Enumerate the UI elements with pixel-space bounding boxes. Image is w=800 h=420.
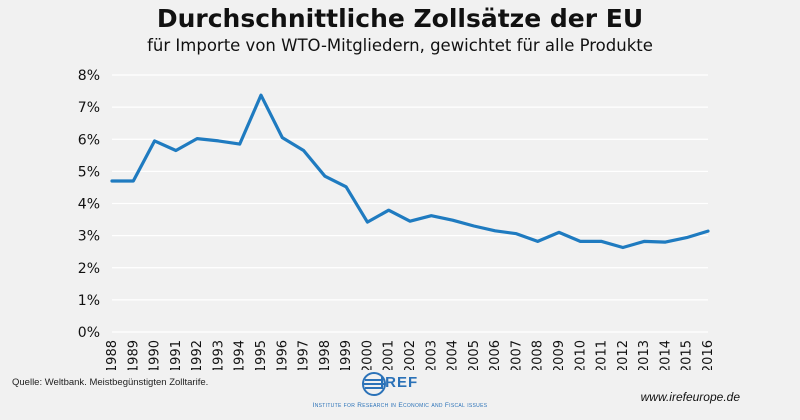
x-tick-label: 2004 [446, 340, 461, 370]
x-tick-label: 2014 [658, 340, 673, 370]
x-tick-label: 2003 [424, 340, 439, 370]
x-tick-label: 2007 [509, 340, 524, 370]
x-tick-label: 2013 [637, 340, 652, 370]
y-tick-label: 1% [78, 293, 100, 309]
source-note: Quelle: Weltbank. Meistbegünstigten Zoll… [12, 377, 209, 388]
line-chart: 0% 1% 2% 3% 4% 5% 6% 7% 8% 1988 1989 1990 1991 1992 19… [78, 68, 716, 370]
x-tick-label: 1998 [318, 340, 333, 370]
x-tick-label: 1995 [254, 340, 269, 370]
x-tick-label: 1991 [169, 340, 184, 370]
y-tick-label: 4% [78, 197, 100, 213]
y-tick-label: 3% [78, 229, 100, 245]
iref-logo-icon [362, 372, 386, 396]
x-tick-label: 2000 [360, 340, 375, 370]
x-tick-label: 2012 [616, 340, 631, 370]
x-tick-label: 2015 [680, 340, 695, 370]
x-tick-label: 1989 [126, 340, 141, 370]
y-tick-label: 0% [78, 325, 100, 341]
logo-text: IREF [380, 374, 419, 391]
website-link[interactable]: www.irefeurope.de [640, 390, 740, 404]
x-tick-label: 1990 [148, 340, 163, 370]
x-tick-label: 2006 [488, 340, 503, 370]
x-tick-label: 2001 [382, 340, 397, 370]
y-tick-label: 8% [78, 68, 100, 84]
series-line [110, 93, 710, 250]
x-tick-label: 2011 [595, 340, 610, 370]
x-tick-label: 1999 [339, 340, 354, 370]
x-tick-label: 1996 [275, 340, 290, 370]
y-tick-label: 5% [78, 164, 100, 180]
x-tick-label: 1993 [211, 340, 226, 370]
chart-subtitle: für Importe von WTO-Mitgliedern, gewicht… [147, 36, 653, 55]
chart-title: Durchschnittliche Zollsätze der EU [156, 4, 644, 33]
x-tick-label: 2008 [531, 340, 546, 370]
x-tick-label: 1988 [105, 340, 120, 370]
logo-tagline: Institute for Research in Economic and F… [312, 402, 488, 409]
x-tick-label: 2016 [701, 340, 716, 370]
x-tick-label: 1997 [297, 340, 312, 370]
x-tick-label: 2009 [552, 340, 567, 370]
x-tick-label: 1992 [190, 340, 205, 370]
x-tick-label: 2002 [403, 340, 418, 370]
x-tick-label: 2010 [573, 340, 588, 370]
y-tick-label: 6% [78, 132, 100, 148]
x-tick-label: 1994 [233, 340, 248, 370]
y-tick-label: 2% [78, 261, 100, 277]
y-tick-label: 7% [78, 100, 100, 116]
x-tick-label: 2005 [467, 340, 482, 370]
